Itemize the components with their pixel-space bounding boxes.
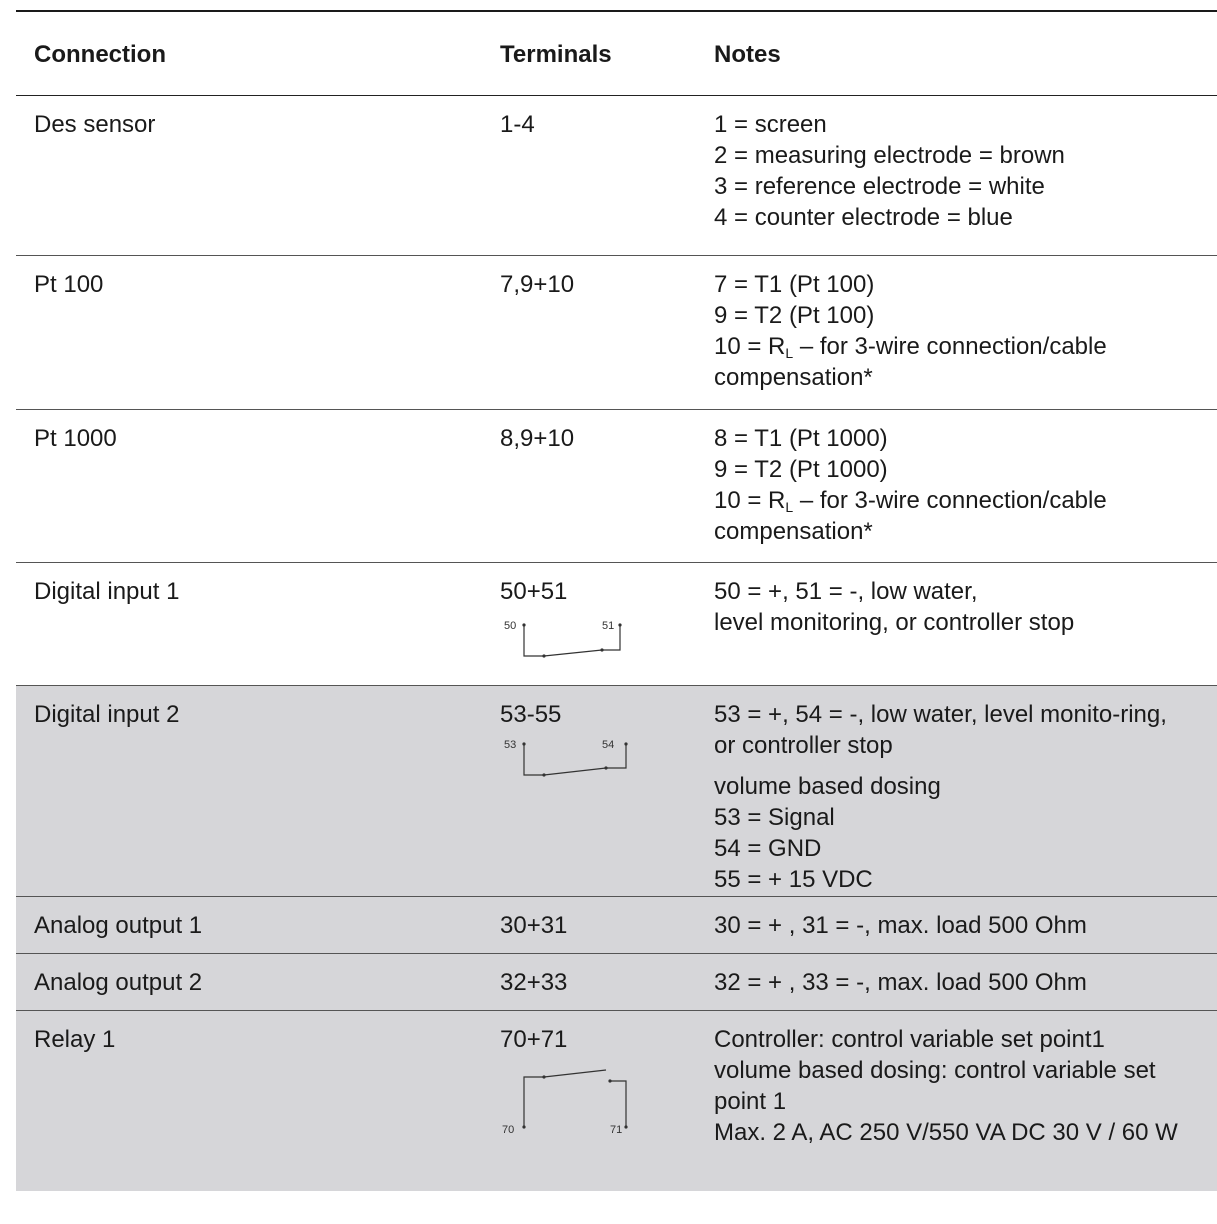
connection-cell: Relay 1 <box>34 1026 116 1053</box>
connection-cell: Pt 1000 <box>34 425 117 452</box>
note-line: 30 = + , 31 = -, max. load 500 Ohm <box>714 912 1087 939</box>
rl-prefix: 10 = R <box>714 487 786 514</box>
note-line: 4 = counter electrode = blue <box>714 204 1013 231</box>
notes-cell: 30 = + , 31 = -, max. load 500 Ohm <box>714 910 1194 941</box>
note-line: 50 = +, 51 = -, low water, <box>714 578 978 605</box>
rl-suffix: – for 3-wire connection/cable compensati… <box>714 333 1107 391</box>
terminals-cell: 50+51 <box>500 578 568 605</box>
switch-diagram-normally-open: 53 54 <box>502 738 632 793</box>
notes-cell: 8 = T1 (Pt 1000) 9 = T2 (Pt 1000) 10 = R… <box>714 423 1194 547</box>
note-line: 32 = + , 33 = -, max. load 500 Ohm <box>714 969 1087 996</box>
connection-cell: Analog output 2 <box>34 969 203 996</box>
header-notes: Notes <box>714 41 781 68</box>
note-line: 7 = T1 (Pt 100) <box>714 271 875 298</box>
diagram-label-left: 70 <box>502 1124 514 1135</box>
note-line: Controller: control variable set point1 <box>714 1026 1105 1053</box>
diagram-label-right: 71 <box>610 1124 622 1135</box>
rl-suffix: – for 3-wire connection/cable compensati… <box>714 487 1107 545</box>
terminals-cell: 32+33 <box>500 969 568 996</box>
header-terminals: Terminals <box>500 41 612 68</box>
terminals-cell: 30+31 <box>500 912 568 939</box>
connection-cell: Digital input 1 <box>34 578 180 605</box>
note-line: 2 = measuring electrode = brown <box>714 142 1065 169</box>
terminals-cell: 53-55 <box>500 701 562 728</box>
connection-cell: Pt 100 <box>34 271 104 298</box>
note-line: 9 = T2 (Pt 100) <box>714 302 875 329</box>
note-line: 10 = RL – for 3-wire connection/cable co… <box>714 485 1194 547</box>
connection-cell: Des sensor <box>34 111 156 138</box>
diagram-label-left: 50 <box>504 620 516 632</box>
notes-cell: 32 = + , 33 = -, max. load 500 Ohm <box>714 967 1194 998</box>
note-line: Max. 2 A, AC 250 V/550 VA DC 30 V / 60 W <box>714 1119 1178 1146</box>
notes-cell: Controller: control variable set point1 … <box>714 1024 1194 1148</box>
table-row: Relay 1 70+71 70 71 Controller: control … <box>16 1011 1217 1191</box>
table-row: Digital input 2 53-55 53 54 53 = +, 54 =… <box>16 686 1217 897</box>
notes-cell: 53 = +, 54 = -, low water, level monito-… <box>714 699 1194 895</box>
table-row: Analog output 1 30+31 30 = + , 31 = -, m… <box>16 897 1217 954</box>
notes-cell: 50 = +, 51 = -, low water, level monitor… <box>714 576 1194 638</box>
table-row: Des sensor 1-4 1 = screen 2 = measuring … <box>16 96 1217 256</box>
header-connection: Connection <box>34 41 166 68</box>
table-row: Pt 100 7,9+10 7 = T1 (Pt 100) 9 = T2 (Pt… <box>16 256 1217 410</box>
connection-cell: Digital input 2 <box>34 701 180 728</box>
terminals-cell: 7,9+10 <box>500 271 575 298</box>
diagram-label-right: 54 <box>602 739 614 751</box>
diagram-label-right: 51 <box>602 620 614 632</box>
rl-subscript: L <box>785 345 794 361</box>
table-row: Digital input 1 50+51 50 51 50 = +, 51 =… <box>16 563 1217 686</box>
note-line: volume based dosing: control variable se… <box>714 1057 1156 1115</box>
terminals-cell: 70+71 <box>500 1026 568 1053</box>
rl-subscript: L <box>785 499 794 515</box>
note-line: 55 = + 15 VDC <box>714 866 873 893</box>
terminals-cell: 1-4 <box>500 111 535 138</box>
note-line: level monitoring, or controller stop <box>714 609 1075 636</box>
table-header-row: Connection Terminals Notes <box>16 12 1217 96</box>
table-row: Analog output 2 32+33 32 = + , 33 = -, m… <box>16 954 1217 1011</box>
note-line: 10 = RL – for 3-wire connection/cable co… <box>714 331 1194 393</box>
terminal-table: Connection Terminals Notes Des sensor 1-… <box>16 10 1217 1191</box>
table-row: Pt 1000 8,9+10 8 = T1 (Pt 1000) 9 = T2 (… <box>16 410 1217 563</box>
switch-diagram-normally-open: 50 51 <box>502 619 632 674</box>
relay-contact-diagram: 70 71 <box>502 1067 632 1140</box>
note-line: volume based dosing <box>714 773 941 800</box>
note-line: 1 = screen <box>714 111 827 138</box>
diagram-label-left: 53 <box>504 739 516 751</box>
notes-cell: 7 = T1 (Pt 100) 9 = T2 (Pt 100) 10 = RL … <box>714 269 1194 393</box>
note-line: 54 = GND <box>714 835 822 862</box>
note-line: 53 = Signal <box>714 804 835 831</box>
note-line: 9 = T2 (Pt 1000) <box>714 456 888 483</box>
notes-cell: 1 = screen 2 = measuring electrode = bro… <box>714 109 1194 233</box>
terminals-cell: 8,9+10 <box>500 425 575 452</box>
note-line: 8 = T1 (Pt 1000) <box>714 425 888 452</box>
connection-cell: Analog output 1 <box>34 912 203 939</box>
note-line: 53 = +, 54 = -, low water, level monito-… <box>714 701 1167 759</box>
rl-prefix: 10 = R <box>714 333 786 360</box>
note-line: 3 = reference electrode = white <box>714 173 1045 200</box>
